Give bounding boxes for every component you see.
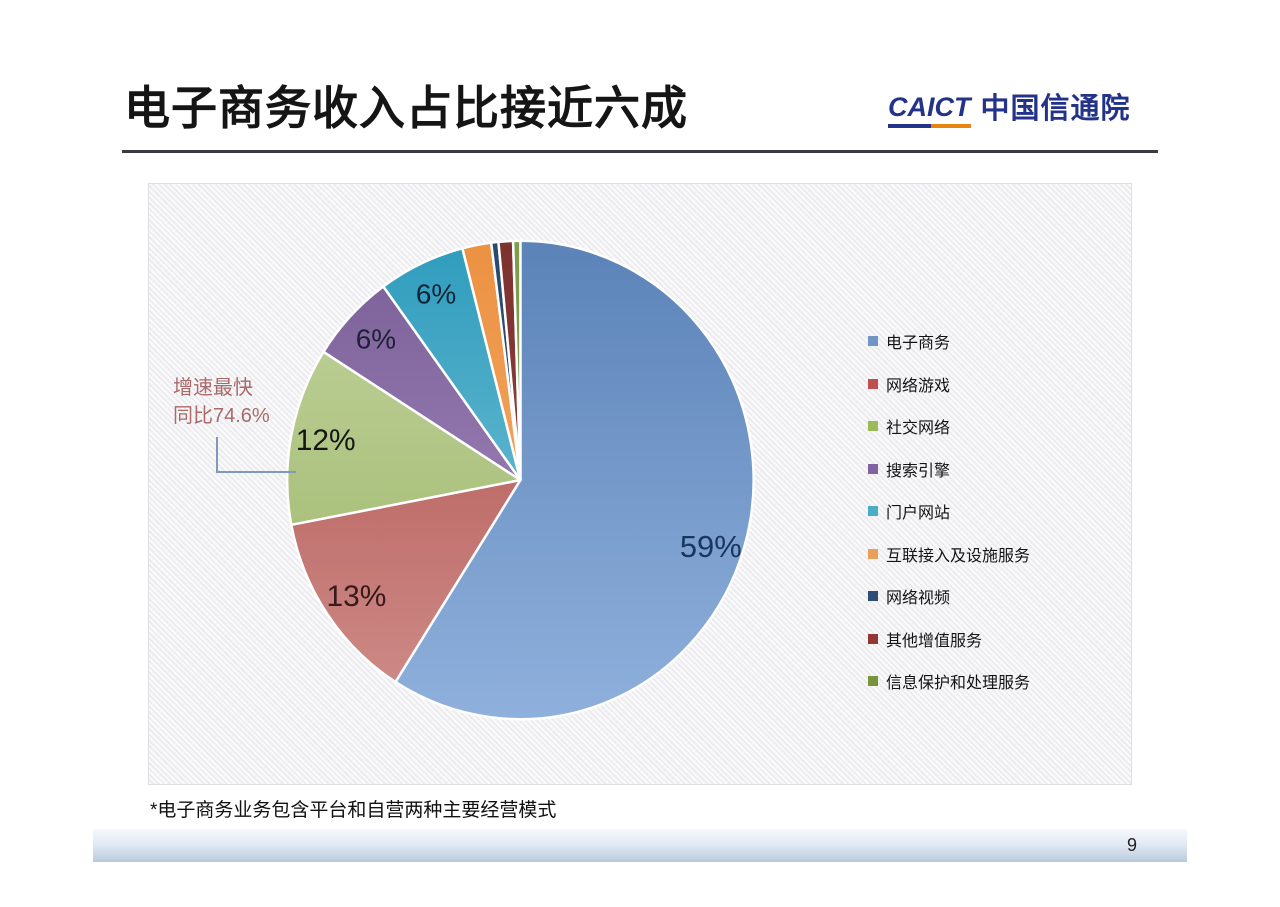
legend-swatch [868,591,878,602]
legend-item: 社交网络 [868,405,1030,448]
annotation-label: 增速最快 同比74.6% [173,374,313,431]
legend-item: 搜索引擎 [868,448,1030,491]
legend-item: 其他增值服务 [868,618,1030,661]
pie-slice-label: 6% [416,278,456,309]
legend-label: 网络视频 [886,590,951,608]
caict-logo: CAICT 中国信通院 [888,94,1131,128]
pie-slice [286,350,522,527]
legend-swatch [868,378,878,389]
legend-swatch [868,633,878,644]
caict-logo-acronym: CAICT [888,92,971,122]
legend-item: 信息保护和处理服务 [868,660,1030,703]
legend-label: 社交网络 [886,420,951,438]
legend-item: 网络游戏 [868,363,1030,406]
legend-label: 门户网站 [886,505,951,523]
annotation-connector [216,437,296,473]
legend-swatch [868,336,878,347]
pie-slice-label: 59% [680,529,742,564]
chart-panel: 59% 13% 12% 6% 6% 增速最快 同比74.6% 电子商务网络游戏社交网络搜… [148,183,1132,785]
legend-item: 网络视频 [868,575,1030,618]
page-number: 9 [1126,835,1137,855]
bottom-bar: 9 [93,829,1187,862]
legend-label: 电子商务 [886,335,951,353]
legend-item: 电子商务 [868,320,1030,363]
pie-slice [511,239,522,482]
legend-swatch [868,421,878,432]
legend-swatch [868,463,878,474]
page-title: 电子商务收入占比接近六成 [124,82,688,134]
title-divider [122,150,1158,153]
legend-label: 搜索引擎 [886,462,951,480]
legend-label: 其他增值服务 [886,632,983,650]
caict-logo-name: 中国信通院 [980,93,1131,125]
pie-slice [394,239,755,721]
legend-label: 网络游戏 [886,377,951,395]
legend-swatch [868,506,878,517]
legend-label: 互联接入及设施服务 [886,547,1031,565]
pie-slice-label: 13% [327,580,387,613]
pie-slice-label: 6% [356,323,396,354]
caict-logo-underline [888,124,971,128]
caict-logo-underline-navy [888,124,932,128]
chart-legend: 电子商务网络游戏社交网络搜索引擎门户网站互联接入及设施服务 网络视频其他增值服务信… [868,320,1030,703]
legend-swatch [868,548,878,559]
caict-logo-underline-orange [931,124,971,128]
caict-logo-acronym-block: CAICT [888,94,971,128]
legend-item: 门户网站 [868,490,1030,533]
legend-label: 信息保护和处理服务 [886,675,1031,693]
pie-slice [290,478,522,684]
footnote: *电子商务业务包含平台和自营两种主要经营模式 [150,800,557,821]
annotation-line2: 同比74.6% [173,405,270,428]
pie-chart: 59% 13% 12% 6% 6% [286,239,755,721]
pie-slice-label: 12% [296,424,356,457]
annotation-line1: 增速最快 [173,377,253,399]
legend-item: 互联接入及设施服务 [868,533,1030,576]
legend-swatch [868,676,878,687]
